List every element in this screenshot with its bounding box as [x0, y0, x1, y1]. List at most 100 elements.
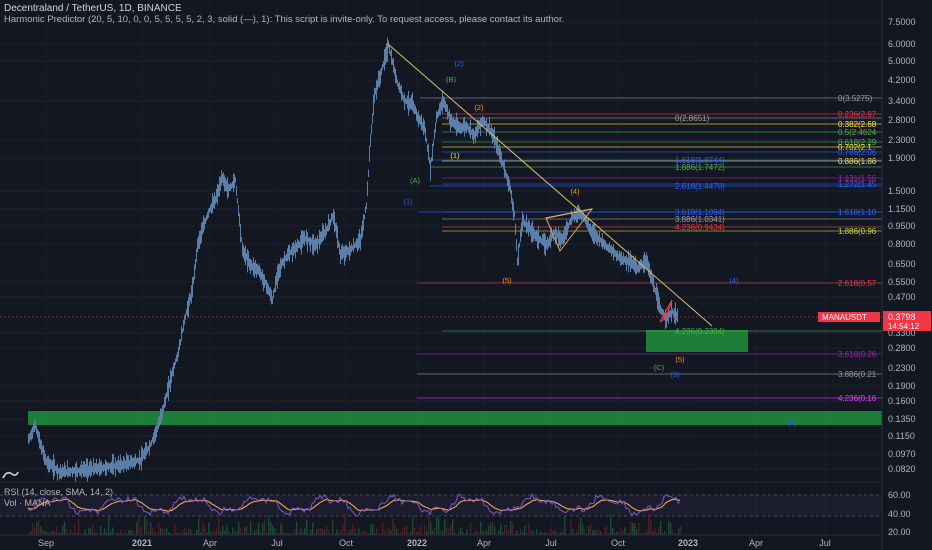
- volume-bar: [600, 531, 602, 535]
- volume-bar: [576, 531, 578, 535]
- volume-bar: [608, 533, 610, 535]
- volume-bar: [176, 533, 178, 535]
- volume-bar: [106, 532, 108, 535]
- volume-bar: [570, 519, 572, 535]
- price-tag: MANAUSDT 0.3798 14:54:12: [818, 311, 931, 331]
- volume-bar: [414, 528, 416, 535]
- volume-bar: [252, 533, 254, 535]
- volume-bar: [228, 531, 230, 535]
- volume-bar: [324, 531, 326, 535]
- target-zone: [646, 330, 748, 352]
- volume-bar: [500, 523, 502, 535]
- volume-bar: [484, 531, 486, 535]
- volume-bar: [534, 533, 536, 535]
- volume-bar: [154, 531, 156, 535]
- volume-bar: [420, 526, 422, 535]
- time-tick: Apr: [477, 538, 491, 548]
- volume-bar: [662, 533, 664, 535]
- fib-label: 0.236(2.97: [838, 110, 877, 119]
- volume-bar: [568, 533, 570, 535]
- fib-label: 3.618(1.1094): [675, 208, 725, 217]
- volume-bar: [552, 531, 554, 535]
- volume-bar: [480, 521, 482, 535]
- volume-bar: [52, 530, 54, 535]
- volume-bar: [582, 524, 584, 535]
- volume-bar: [636, 529, 638, 535]
- fib-label: 0.886(1.86: [838, 157, 877, 166]
- volume-bar: [472, 533, 474, 535]
- volume-bar: [216, 527, 218, 535]
- fib-label: 0.618(2.29: [838, 138, 877, 147]
- volume-bar: [566, 533, 568, 535]
- volume-bar: [104, 528, 106, 535]
- fib-label: 3.618(0.26: [838, 350, 877, 359]
- price-tick: 0.1150: [888, 431, 915, 441]
- wave-label: (4): [570, 187, 580, 196]
- trend-lines: [0, 43, 882, 327]
- volume-bar: [220, 531, 222, 535]
- volume-bar: [236, 531, 238, 535]
- volume-bar: [200, 532, 202, 535]
- time-tick: 2021: [132, 538, 152, 548]
- volume-bar: [440, 530, 442, 535]
- volume-bar: [564, 515, 566, 535]
- time-tick: Oct: [611, 538, 626, 548]
- time-tick: Jul: [545, 538, 557, 548]
- volume-bar: [136, 522, 138, 535]
- volume-bar: [142, 533, 144, 535]
- volume-bar: [254, 530, 256, 535]
- volume-bar: [232, 527, 234, 535]
- volume-bar: [524, 525, 526, 535]
- volume-bar: [86, 533, 88, 535]
- volume-bar: [152, 527, 154, 535]
- volume-bar: [508, 530, 510, 535]
- volume-bar: [68, 533, 70, 535]
- volume-bar: [278, 533, 280, 535]
- volume-bar: [310, 529, 312, 535]
- volume-bar: [542, 532, 544, 535]
- volume-bar: [222, 525, 224, 535]
- volume-bar: [424, 525, 426, 535]
- volume-bar: [404, 525, 406, 535]
- fib-label: 1.886(1.7472): [675, 163, 725, 172]
- volume-bar: [436, 516, 438, 535]
- price-axis[interactable]: 7.5000 6.0000 5.0000 4.2000 3.4000 2.8000 2.30…: [881, 0, 932, 550]
- volume-bar: [364, 530, 366, 535]
- time-tick: Apr: [749, 538, 763, 548]
- volume-bar: [610, 513, 612, 535]
- volume-bar: [650, 519, 652, 535]
- wedge-upper: [545, 208, 593, 219]
- rsi-tick: 40.00: [888, 509, 911, 519]
- wave-label: (A): [410, 176, 421, 185]
- volume-bar: [462, 531, 464, 535]
- volume-bar: [490, 523, 492, 535]
- fib-label: 4.236(0.9434): [675, 223, 725, 232]
- volume-bar: [630, 520, 632, 535]
- volume-bar: [466, 529, 468, 535]
- volume-bar: [664, 531, 666, 535]
- volume-bar: [242, 533, 244, 535]
- volume-bar: [520, 529, 522, 535]
- volume-bar: [606, 526, 608, 535]
- price-tick: 0.2300: [888, 363, 916, 373]
- volume-bar: [476, 530, 478, 535]
- volume-bar: [36, 521, 38, 535]
- wave-labels: (2) (B) (2) (1) (A) (1) (4) (5) (4) (5) (C) (3) (5): [403, 59, 797, 427]
- volume-bar: [618, 533, 620, 535]
- volume-bar: [80, 533, 82, 535]
- volume-bar: [166, 528, 168, 535]
- wave-label: (3): [670, 370, 680, 379]
- wave-label: (C): [654, 363, 665, 372]
- descending-trendline: [387, 43, 713, 327]
- countdown: 14:54:12: [888, 322, 920, 331]
- volume-bar: [38, 519, 40, 535]
- wave-label: (2): [454, 59, 464, 68]
- tradingview-logo: [2, 471, 19, 479]
- volume-bar: [536, 529, 538, 535]
- volume-bar: [296, 521, 298, 535]
- volume-bar: [532, 530, 534, 535]
- time-axis[interactable]: Sep 2021 Apr Jul Oct 2022 Apr Jul Oct 2023 Apr Jul: [0, 534, 882, 548]
- volume-bar: [164, 528, 166, 535]
